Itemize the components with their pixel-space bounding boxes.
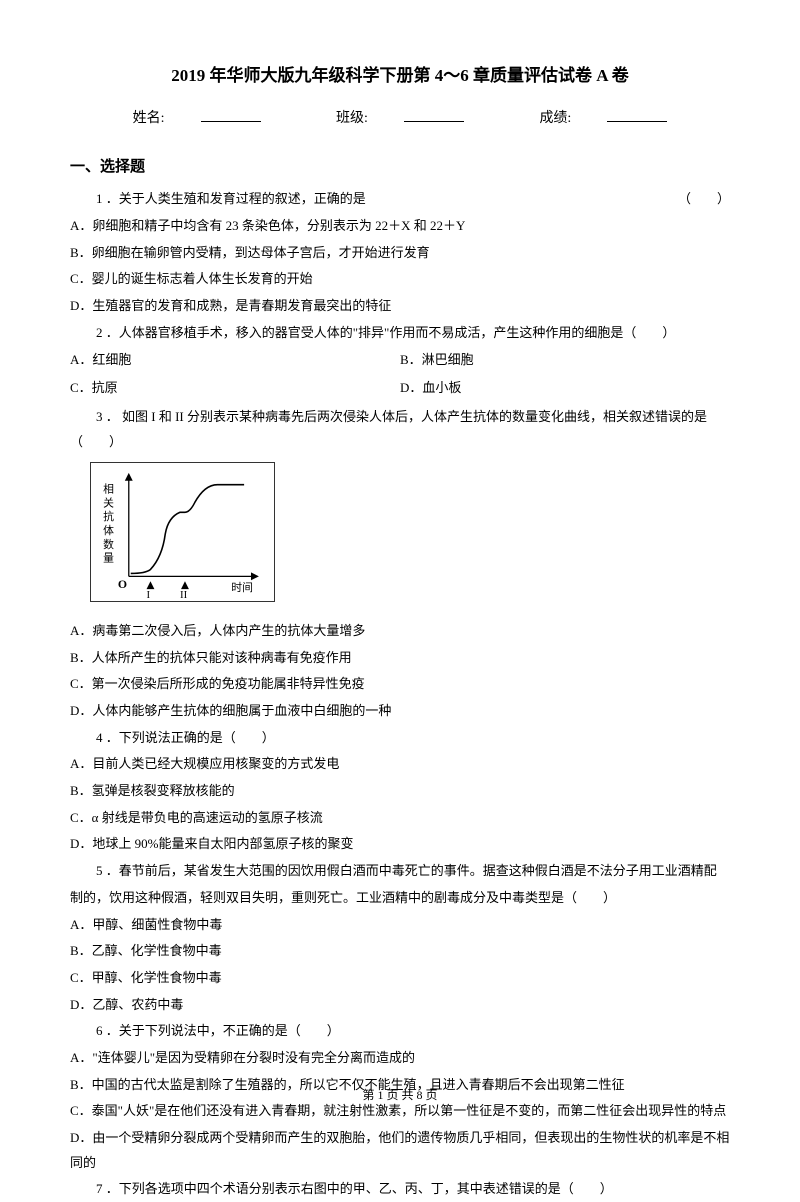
q5-a: A．甲醇、细菌性食物中毒 — [70, 913, 730, 938]
q3-a: A．病毒第二次侵入后，人体内产生的抗体大量增多 — [70, 619, 730, 644]
q4-d: D．地球上 90%能量来自太阳内部氢原子核的聚变 — [70, 832, 730, 857]
q1-c: C．婴儿的诞生标志着人体生长发育的开始 — [70, 267, 730, 292]
score-label: 成绩: — [539, 111, 571, 126]
q1-text: 1 ．关于人类生殖和发育过程的叙述，正确的是（ ） — [70, 187, 730, 212]
q1-d: D．生殖器官的发育和成熟，是青春期发育最突出的特征 — [70, 294, 730, 319]
q5-d: D．乙醇、农药中毒 — [70, 993, 730, 1018]
q4-a: A．目前人类已经大规模应用核聚变的方式发电 — [70, 752, 730, 777]
svg-text:数: 数 — [103, 538, 114, 551]
q6-a: A．"连体婴儿"是因为受精卵在分裂时没有完全分离而造成的 — [70, 1046, 730, 1071]
q3-b: B．人体所产生的抗体只能对该种病毒有免疫作用 — [70, 646, 730, 671]
q2-text: 2 ．人体器官移植手术，移入的器官受人体的"排异"作用而不易成活，产生这种作用的… — [70, 321, 730, 346]
svg-text:II: II — [180, 589, 188, 601]
q2-c: C．抗原 — [70, 376, 400, 401]
svg-text:抗: 抗 — [103, 509, 114, 523]
svg-text:时间: 时间 — [231, 581, 253, 594]
q2-a: A．红细胞 — [70, 348, 400, 373]
svg-text:关: 关 — [103, 496, 114, 510]
class-blank — [404, 121, 464, 122]
page-title: 2019 年华师大版九年级科学下册第 4～6 章质量评估试卷 A 卷 — [70, 60, 730, 92]
q1-b: B．卵细胞在输卵管内受精，到达母体子宫后，才开始进行发育 — [70, 241, 730, 266]
section-header: 一、选择题 — [70, 153, 730, 182]
q3-c: C．第一次侵染后所形成的免疫功能属非特异性免疫 — [70, 672, 730, 697]
class-label: 班级: — [336, 111, 368, 126]
q5-text: 5 ．春节前后，某省发生大范围的因饮用假白酒而中毒死亡的事件。据查这种假白酒是不… — [70, 859, 730, 884]
name-label: 姓名: — [133, 111, 165, 126]
q1-a: A．卵细胞和精子中均含有 23 条染色体，分别表示为 22＋X 和 22＋Y — [70, 214, 730, 239]
svg-text:量: 量 — [103, 552, 114, 565]
q4-b: B．氢弹是核裂变释放核能的 — [70, 779, 730, 804]
q4-c: C．α 射线是带负电的高速运动的氢原子核流 — [70, 806, 730, 831]
q6-d: D．由一个受精卵分裂成两个受精卵而产生的双胞胎，他们的遗传物质几乎相同，但表现出… — [70, 1126, 730, 1175]
svg-text:O: O — [118, 577, 127, 591]
q3-chart: 相 关 抗 体 数 量 O I II 时间 — [90, 462, 275, 602]
svg-text:I: I — [147, 589, 151, 601]
score-blank — [607, 121, 667, 122]
q5-text2: 制的，饮用这种假酒，轻则双目失明，重则死亡。工业酒精中的剧毒成分及中毒类型是（ … — [70, 886, 730, 911]
q3-d: D．人体内能够产生抗体的细胞属于血液中白细胞的一种 — [70, 699, 730, 724]
q6-text: 6 ．关于下列说法中，不正确的是（ ） — [70, 1019, 730, 1044]
svg-text:体: 体 — [103, 523, 114, 537]
info-row: 姓名: 班级: 成绩: — [70, 106, 730, 133]
q5-c: C．甲醇、化学性食物中毒 — [70, 966, 730, 991]
q7-text: 7 ．下列各选项中四个术语分别表示右图中的甲、乙、丙、丁，其中表述错误的是（ ） — [70, 1177, 730, 1202]
q2-b: B．淋巴细胞 — [400, 348, 730, 373]
q2-d: D．血小板 — [400, 376, 730, 401]
q3-text: 3 ． 如图 I 和 II 分别表示某种病毒先后两次侵染人体后，人体产生抗体的数… — [70, 405, 730, 454]
q5-b: B．乙醇、化学性食物中毒 — [70, 939, 730, 964]
name-blank — [201, 121, 261, 122]
q4-text: 4 ．下列说法正确的是（ ） — [70, 726, 730, 751]
page-footer: 第 1 页 共 8 页 — [70, 1084, 730, 1107]
svg-text:相: 相 — [103, 483, 114, 496]
